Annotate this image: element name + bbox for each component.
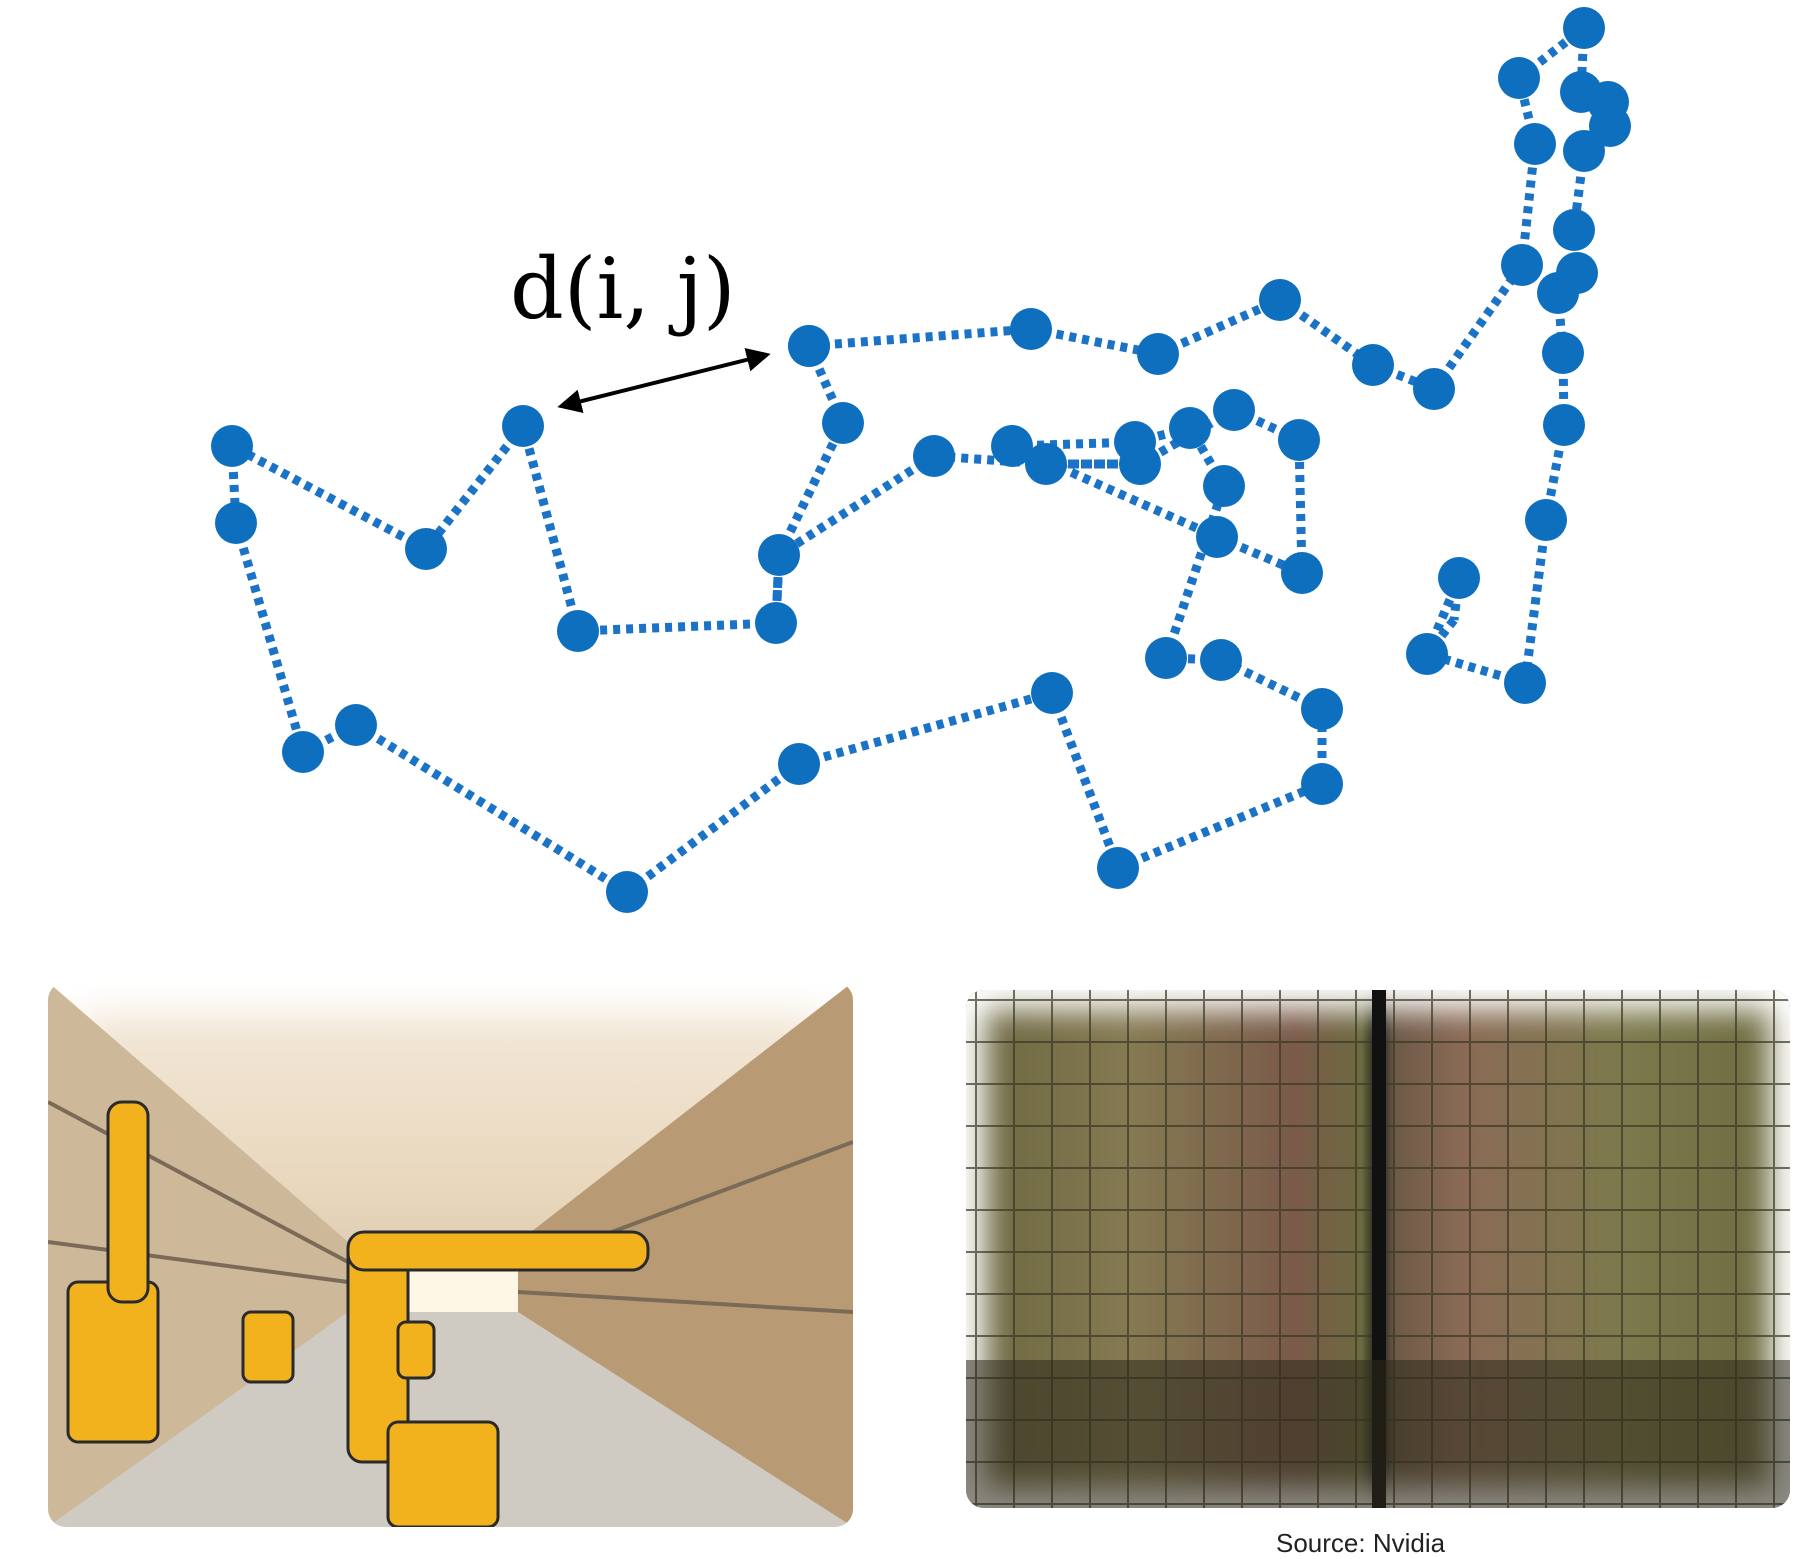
tour-edge [1030,324,1159,359]
city-node [1203,465,1245,507]
tour-edge [774,421,848,557]
city-node [1145,637,1187,679]
city-node [1278,419,1320,461]
city-node [1213,389,1255,431]
city-node [1589,105,1631,147]
tour-edge [1133,423,1192,447]
city-node [1281,552,1323,594]
city-node [1413,368,1455,410]
city-node [1010,308,1052,350]
city-node [1352,344,1394,386]
city-node [557,610,599,652]
city-node [1137,333,1179,375]
tour-edge [1047,691,1123,870]
tour-edge [624,760,802,896]
tour-edge [518,424,583,633]
tour-edge [229,442,429,553]
city-node [282,731,324,773]
city-node [1563,130,1605,172]
gpu-die-photo [966,990,1790,1508]
city-node [606,871,648,913]
tour-edge [1116,779,1324,873]
tour-edge [808,324,1032,351]
city-node [755,602,797,644]
tour-edge [1553,292,1568,354]
city-node [1200,639,1242,681]
city-node [1504,662,1546,704]
tour-nodes [211,7,1631,913]
distance-label: d(i, j) [510,240,736,338]
city-node [991,425,1033,467]
warehouse-robot-photo [48,982,853,1527]
tour-edge [797,688,1054,769]
city-node [778,743,820,785]
tour-edge [353,721,630,896]
city-node [1514,123,1556,165]
city-node [502,405,544,447]
city-node [1501,244,1543,286]
city-node [405,528,447,570]
tour-edge [1156,295,1282,359]
tour-edge [1161,484,1229,660]
tour-edge [1294,439,1307,574]
city-node [1525,499,1567,541]
tour-edge [422,423,527,552]
city-node [1169,407,1211,449]
tour-edge [300,720,359,757]
city-node [1031,672,1073,714]
city-node [1542,332,1584,374]
city-node [1119,443,1161,485]
city-node [758,534,800,576]
city-node [822,402,864,444]
city-node [1301,763,1343,805]
city-node [1543,404,1585,446]
tour-edge [1010,441,1219,542]
city-node [1498,57,1540,99]
city-node [1537,272,1579,314]
city-node [215,502,257,544]
tour-edge [231,521,308,754]
city-node [1438,557,1480,599]
city-node [211,425,253,467]
city-node [913,435,955,477]
tour-edge [776,452,937,559]
city-node [1259,279,1301,321]
city-node [1025,443,1067,485]
tour-edge [1520,519,1551,684]
city-node [1196,516,1238,558]
city-node [1553,209,1595,251]
city-node [1097,847,1139,889]
city-node [1406,633,1448,675]
tour-edge [577,618,777,636]
city-node [335,704,377,746]
tour-edge [1430,262,1526,392]
city-node [788,325,830,367]
distance-arrow [557,348,771,413]
city-node [1301,688,1343,730]
city-node [1563,7,1605,49]
source-caption: Source: Nvidia [1276,1528,1446,1558]
